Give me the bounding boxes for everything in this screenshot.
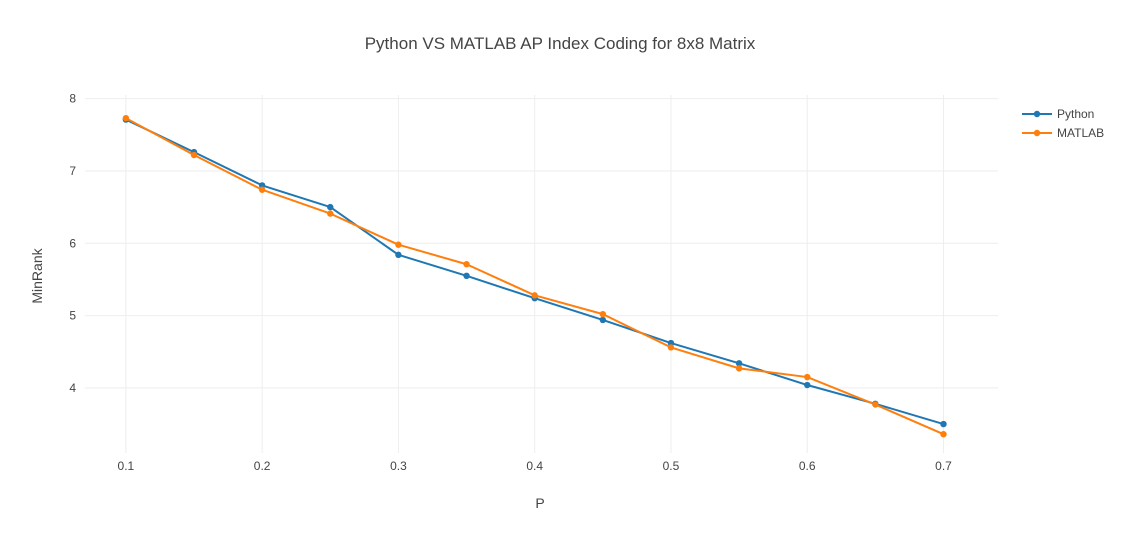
- data-point-matlab[interactable]: [463, 261, 470, 268]
- y-tick-label: 7: [69, 164, 76, 178]
- legend: Python MATLAB: [1022, 107, 1104, 140]
- y-axis-ticks: 4 5 6 7 8: [69, 92, 76, 395]
- data-point-matlab[interactable]: [599, 310, 607, 318]
- data-point-matlab[interactable]: [804, 373, 811, 381]
- x-axis-label: P: [535, 495, 544, 511]
- data-point-python[interactable]: [463, 272, 470, 280]
- legend-label: MATLAB: [1057, 126, 1104, 140]
- data-point-matlab[interactable]: [395, 241, 402, 248]
- series-layer: [122, 114, 947, 438]
- data-point-python[interactable]: [940, 420, 947, 428]
- x-tick-label: 0.1: [118, 459, 135, 473]
- chart-title: Python VS MATLAB AP Index Coding for 8x8…: [365, 34, 756, 53]
- data-point-python[interactable]: [735, 360, 743, 367]
- legend-swatch-marker: [1033, 110, 1041, 118]
- series-matlab: [122, 114, 947, 438]
- x-tick-label: 0.4: [526, 459, 543, 473]
- data-point-matlab[interactable]: [940, 430, 947, 438]
- data-point-python[interactable]: [599, 316, 607, 324]
- data-point-python[interactable]: [327, 203, 334, 211]
- x-axis-ticks: 0.1 0.2 0.3 0.4 0.5 0.6 0.7: [118, 459, 953, 473]
- grid: [85, 95, 998, 453]
- data-point-python[interactable]: [804, 381, 811, 389]
- data-point-matlab[interactable]: [258, 186, 266, 193]
- data-point-matlab[interactable]: [122, 114, 130, 122]
- data-point-matlab[interactable]: [872, 401, 879, 408]
- x-tick-label: 0.2: [254, 459, 271, 473]
- data-point-matlab[interactable]: [190, 151, 198, 159]
- x-tick-label: 0.3: [390, 459, 407, 473]
- data-point-matlab[interactable]: [667, 344, 675, 351]
- legend-label: Python: [1057, 107, 1094, 121]
- legend-item-python[interactable]: Python: [1022, 107, 1094, 121]
- legend-swatch-marker: [1033, 129, 1041, 137]
- x-tick-label: 0.7: [935, 459, 952, 473]
- y-tick-label: 8: [69, 92, 76, 106]
- y-axis-label: MinRank: [29, 247, 45, 303]
- data-point-matlab[interactable]: [735, 365, 743, 372]
- legend-item-matlab[interactable]: MATLAB: [1022, 126, 1104, 140]
- data-point-matlab[interactable]: [531, 292, 538, 299]
- data-point-matlab[interactable]: [327, 210, 334, 217]
- y-tick-label: 6: [69, 236, 76, 250]
- x-tick-label: 0.5: [663, 459, 680, 473]
- x-tick-label: 0.6: [799, 459, 816, 473]
- y-tick-label: 5: [69, 309, 76, 323]
- data-point-python[interactable]: [395, 251, 402, 259]
- y-tick-label: 4: [69, 381, 76, 395]
